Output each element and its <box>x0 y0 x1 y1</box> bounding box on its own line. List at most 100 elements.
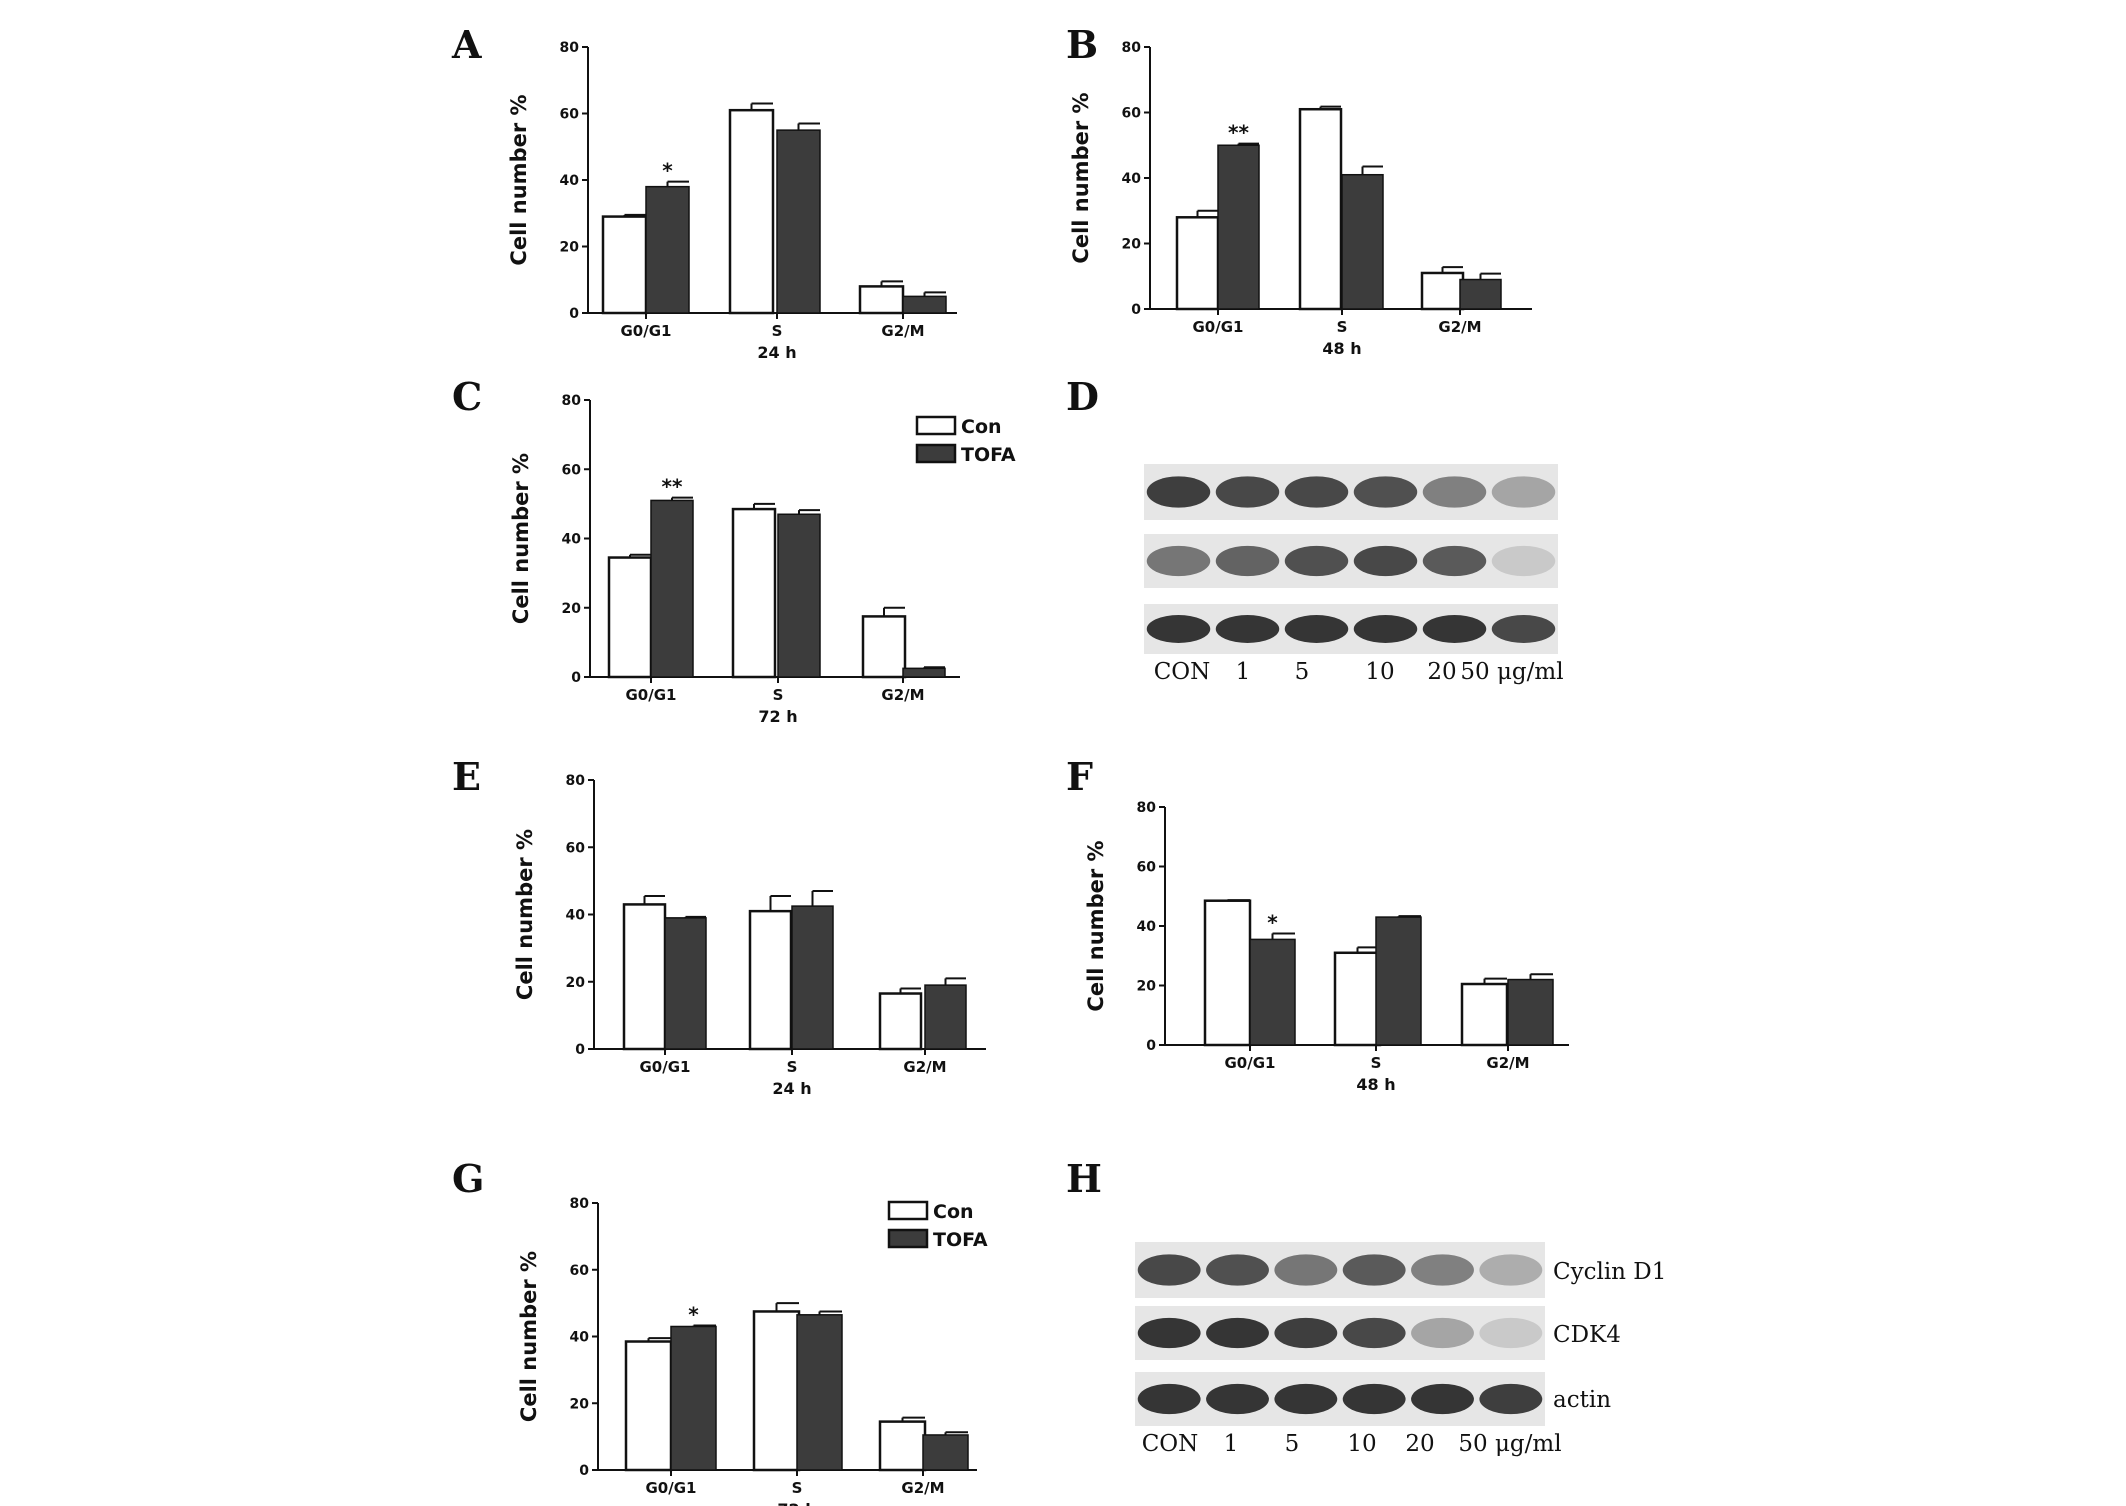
panel-c-legend-swatch-con <box>915 415 957 436</box>
panel-a-y-tick-label: 80 <box>560 40 580 56</box>
panel-d-lane-label: 50 μg/ml <box>1460 659 1563 685</box>
panel-e-y-tick-label: 40 <box>566 908 586 924</box>
panel-f-y-tick-label: 20 <box>1137 979 1157 995</box>
panel-h-blot-band <box>1479 1254 1543 1286</box>
panel-d-blot-strip <box>1144 604 1558 654</box>
panel-e-bar-tofa <box>791 905 834 1050</box>
panel-h-blot-strip <box>1135 1242 1545 1298</box>
panel-h-blot: H Cyclin D1 CDK4 actin CON 1 5 10 20 50 μg/ml <box>1066 1156 1666 1457</box>
panel-g-bar-con <box>752 1310 801 1472</box>
panel-a-bar-con <box>728 108 775 315</box>
panel-h-blot-band <box>1342 1254 1406 1286</box>
panel-a-y-tick-label: 0 <box>569 306 579 322</box>
panel-d-blot-band <box>1353 545 1418 577</box>
panel-b-bar-con <box>1420 271 1465 311</box>
panel-h-blot-band <box>1206 1317 1269 1349</box>
panel-b-y-tick-label: 80 <box>1122 40 1142 56</box>
panel-a-bar-con <box>601 215 648 315</box>
panel-f-bar-tofa <box>1249 938 1296 1046</box>
panel-d-blot-strip <box>1144 464 1558 520</box>
panel-f-category-label: S <box>1371 1054 1382 1072</box>
panel-e-category-label: G2/M <box>903 1058 946 1076</box>
panel-g-y-tick-label: 60 <box>570 1263 590 1279</box>
panel-e-y-tick-label: 60 <box>566 840 586 856</box>
panel-g-letter: G <box>452 1156 484 1201</box>
panel-h-blot-band <box>1206 1383 1269 1415</box>
panel-a-category-label: G2/M <box>881 322 924 340</box>
panel-d-lane-label: 1 <box>1236 659 1251 685</box>
panel-d-blot-band <box>1284 615 1349 643</box>
panel-h-lane-label: 5 <box>1285 1431 1300 1457</box>
panel-h-blot-band <box>1479 1317 1543 1349</box>
panel-c-bar-con <box>731 507 777 679</box>
panel-h-lane-label: 20 <box>1405 1431 1434 1457</box>
panel-e-bar-con <box>748 909 793 1051</box>
panel-b-letter: B <box>1066 22 1098 67</box>
panel-c-legend-label-con: Con <box>961 416 1002 438</box>
panel-f-y-axis-label: Cell number % <box>1084 840 1108 1011</box>
panel-h-row-label: actin <box>1553 1387 1611 1413</box>
panel-c-bar-con <box>607 556 653 679</box>
panel-h-lane-label: 10 <box>1347 1431 1376 1457</box>
panel-a-category-label: S <box>772 322 783 340</box>
panel-b-bar-con <box>1175 216 1220 311</box>
panel-b-bar-tofa <box>1341 173 1384 310</box>
panel-a-letter: A <box>451 22 482 67</box>
panel-h-blot-strip <box>1135 1306 1545 1360</box>
panel-f-y-tick-label: 40 <box>1137 919 1157 935</box>
panel-a-bar-tofa <box>776 129 821 314</box>
panel-e-bar-tofa <box>924 984 967 1050</box>
panel-b-category-label: S <box>1337 318 1348 336</box>
panel-e-x-axis-label: 24 h <box>772 1079 811 1098</box>
panel-e-category-label: G0/G1 <box>640 1058 691 1076</box>
panel-e-y-tick-label: 20 <box>566 975 586 991</box>
panel-b-y-tick-label: 60 <box>1122 106 1142 122</box>
panel-d-blot-band <box>1491 476 1556 508</box>
panel-d-lane-label: 5 <box>1295 659 1310 685</box>
panel-g-legend-label-tofa: TOFA <box>933 1229 988 1251</box>
panel-b-x-axis-label: 48 h <box>1322 339 1361 358</box>
panel-h-blot-strip <box>1135 1372 1545 1426</box>
panel-e-category-label: S <box>787 1058 798 1076</box>
panel-b-bar-tofa <box>1459 278 1502 310</box>
panel-h-blot-band <box>1411 1317 1474 1349</box>
panel-h-blot-band <box>1411 1383 1474 1415</box>
panel-d-blot: D CON 1 5 10 20 50 μg/ml <box>1066 374 1564 685</box>
panel-g-y-axis-label: Cell number % <box>517 1251 541 1422</box>
panel-h-blot-band <box>1137 1254 1201 1286</box>
panel-h-blot-band <box>1274 1317 1338 1349</box>
panel-e-y-tick-label: 80 <box>566 773 586 789</box>
panel-d-blot-band <box>1422 476 1487 508</box>
panel-f-y-tick-label: 80 <box>1137 800 1157 816</box>
panel-d-blot-band <box>1215 476 1280 508</box>
panel-e-bar-con <box>622 903 667 1051</box>
panel-g-category-label: S <box>792 1479 803 1497</box>
panel-g-legend-swatch-tofa <box>887 1228 929 1249</box>
panel-d-lane-label: CON <box>1154 659 1211 685</box>
panel-c-bar-tofa <box>902 667 946 678</box>
panel-d-lane-label: 10 <box>1365 659 1394 685</box>
panel-c-chart: C Cell number % 0 20 40 60 80 G0/G1 S G2/M 72 h ** C… <box>452 374 1016 726</box>
panel-d-blot-band <box>1215 545 1280 577</box>
panel-c-x-axis-label: 72 h <box>758 707 797 726</box>
panel-b-category-label: G0/G1 <box>1193 318 1244 336</box>
panel-g-category-label: G0/G1 <box>646 1479 697 1497</box>
panel-b-y-tick-label: 40 <box>1122 171 1142 187</box>
panel-d-blot-band <box>1146 545 1211 577</box>
panel-f-chart: F Cell number % 0 20 40 60 80 G0/G1 S G2/M 48 h * <box>1066 754 1569 1094</box>
panel-c-letter: C <box>452 374 482 419</box>
panel-f-y-tick-label: 60 <box>1137 860 1157 876</box>
panel-d-blot-band <box>1422 615 1487 643</box>
panel-a-category-label: G0/G1 <box>621 322 672 340</box>
panel-g-bar-tofa <box>670 1325 717 1471</box>
panel-e-bar-con <box>878 992 923 1051</box>
panel-c-bar-con <box>861 615 907 679</box>
panel-f-bar-tofa <box>1507 978 1554 1046</box>
panel-a-y-tick-label: 20 <box>560 240 580 256</box>
panel-d-blot-band <box>1284 545 1349 577</box>
panel-g-bar-con <box>878 1420 927 1472</box>
panel-g-y-tick-label: 40 <box>570 1330 590 1346</box>
panel-d-lane-label: 20 <box>1427 659 1456 685</box>
panel-b-chart: B Cell number % 0 20 40 60 80 G0/G1 S G2/M 48 h ** <box>1066 22 1532 358</box>
